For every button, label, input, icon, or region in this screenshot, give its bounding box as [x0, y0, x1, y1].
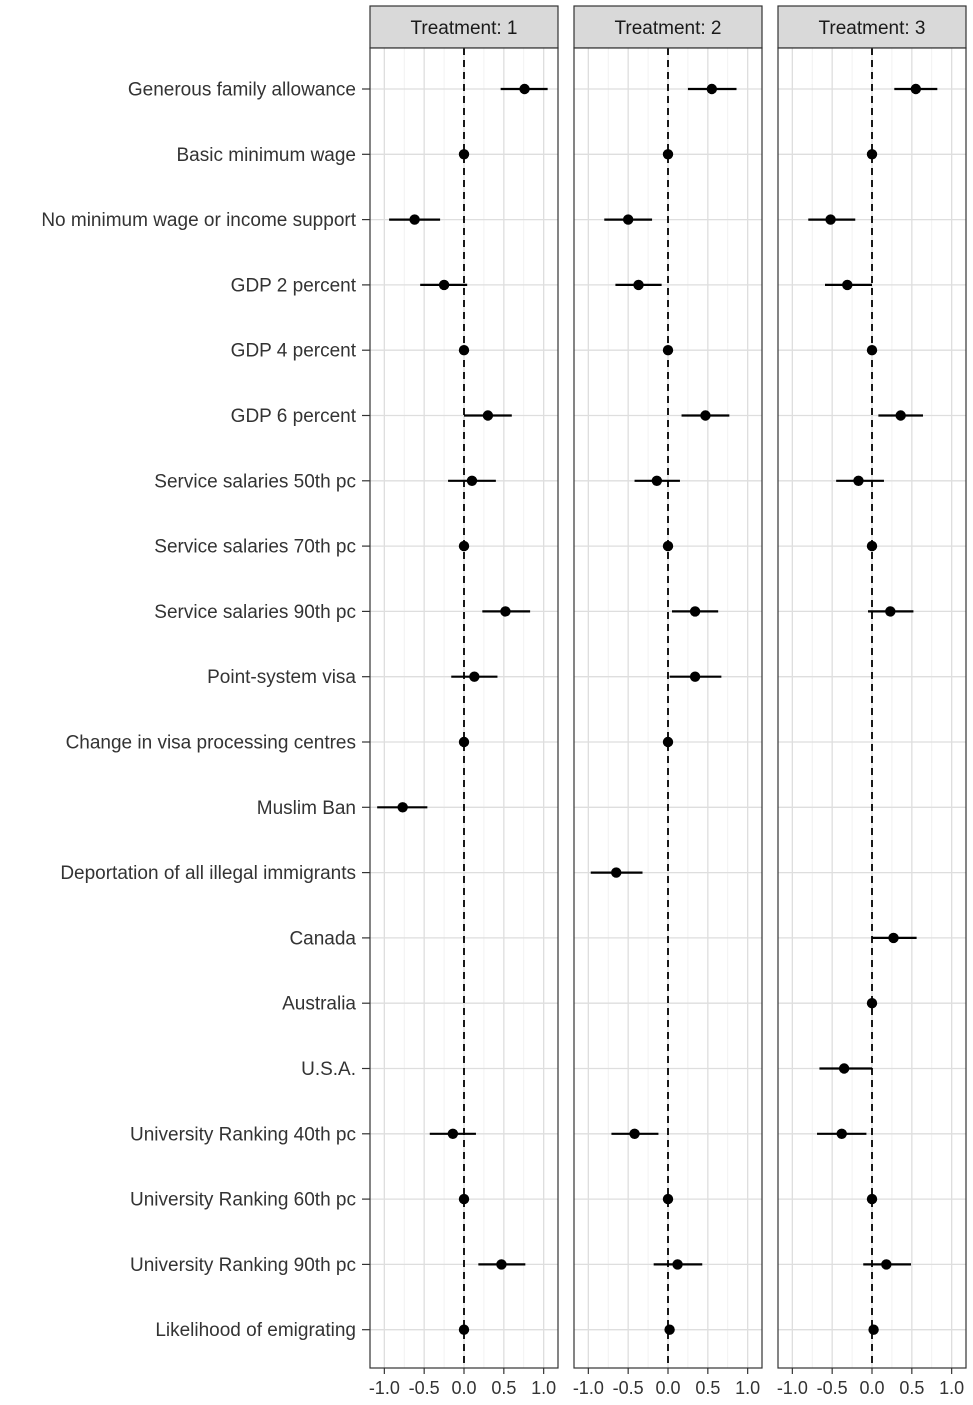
row-label: Service salaries 90th pc — [154, 602, 356, 623]
estimate-point — [910, 83, 922, 95]
facet-panel: Treatment: 2 -1.0 -0.5 0.0 0.5 1.0 — [573, 5, 763, 1398]
estimate-point — [662, 540, 674, 552]
row-label: Likelihood of emigrating — [155, 1320, 356, 1341]
estimate-point — [689, 606, 701, 617]
row-label: Point-system visa — [207, 667, 356, 688]
x-tick-label: 1.0 — [939, 1378, 964, 1398]
x-tick-label: -1.0 — [573, 1378, 604, 1398]
row-label: Canada — [289, 928, 356, 949]
row-label: University Ranking 40th pc — [130, 1124, 356, 1145]
x-tick-label: -0.5 — [613, 1378, 644, 1398]
estimate-point — [482, 410, 494, 421]
row-labels: Generous family allowance Basic minimum w… — [41, 80, 370, 1341]
estimate-point — [629, 1128, 640, 1140]
estimate-point — [825, 214, 836, 225]
estimate-point — [895, 410, 906, 421]
row-label: U.S.A. — [301, 1059, 356, 1080]
row-label: No minimum wage or income support — [41, 210, 356, 231]
x-tick-label: 0.0 — [451, 1378, 476, 1398]
estimate-point — [496, 1259, 507, 1270]
estimate-point — [458, 1324, 470, 1335]
estimate-point — [466, 475, 478, 486]
estimate-point — [700, 410, 711, 421]
x-tick-label: -1.0 — [777, 1378, 808, 1398]
x-tick-label: 0.5 — [695, 1378, 720, 1398]
strip-background — [573, 5, 763, 49]
row-label: Service salaries 70th pc — [154, 537, 356, 558]
facet-panel: Treatment: 1 -1.0 -0.5 0.0 0.5 1.0 — [369, 5, 559, 1398]
estimate-point — [651, 475, 663, 486]
estimate-point — [866, 998, 878, 1009]
estimate-point — [447, 1128, 459, 1140]
x-tick-label: 0.0 — [655, 1378, 680, 1398]
row-label: GDP 4 percent — [231, 341, 357, 362]
estimate-point — [458, 149, 470, 160]
x-tick-label: 1.0 — [735, 1378, 760, 1398]
estimate-point — [500, 606, 511, 617]
estimate-point — [662, 149, 674, 160]
row-label: Australia — [282, 994, 356, 1015]
estimate-point — [888, 932, 899, 944]
estimate-point — [611, 867, 622, 878]
row-label: Muslim Ban — [257, 798, 356, 819]
strip-label: Treatment: 1 — [410, 18, 517, 39]
x-tick-label: 0.5 — [491, 1378, 516, 1398]
estimate-point — [866, 345, 878, 356]
facet-panel: Treatment: 3 -1.0 -0.5 0.0 0.5 1.0 — [777, 5, 967, 1398]
x-tick-label: 0.0 — [859, 1378, 884, 1398]
estimate-point — [409, 214, 420, 225]
estimate-point — [689, 671, 701, 682]
x-tick-label: 1.0 — [531, 1378, 556, 1398]
estimate-point — [885, 606, 896, 617]
strip-background — [369, 5, 559, 49]
x-tick-label: -1.0 — [369, 1378, 400, 1398]
row-label: Generous family allowance — [128, 80, 356, 101]
estimate-point — [438, 279, 450, 291]
estimate-point — [866, 149, 878, 160]
estimate-point — [836, 1128, 847, 1140]
row-label: GDP 6 percent — [231, 406, 357, 427]
estimate-point — [866, 540, 878, 552]
row-label: Change in visa processing centres — [66, 733, 356, 754]
x-tick-label: -0.5 — [409, 1378, 440, 1398]
x-tick-label: 0.5 — [899, 1378, 924, 1398]
estimate-point — [469, 671, 480, 682]
estimate-point — [838, 1063, 850, 1074]
row-label: Service salaries 50th pc — [154, 471, 356, 492]
strip-label: Treatment: 2 — [614, 18, 721, 39]
estimate-point — [662, 1193, 674, 1205]
estimate-point — [458, 540, 470, 552]
estimate-point — [458, 736, 470, 748]
x-tick-label: -0.5 — [817, 1378, 848, 1398]
row-label: University Ranking 90th pc — [130, 1255, 356, 1276]
row-label: Basic minimum wage — [177, 145, 357, 166]
estimate-point — [458, 345, 470, 356]
strip-label: Treatment: 3 — [818, 18, 925, 39]
estimate-point — [664, 1324, 675, 1335]
strip-background — [777, 5, 967, 49]
row-label: Deportation of all illegal immigrants — [60, 863, 356, 884]
estimate-point — [672, 1259, 683, 1270]
estimate-point — [622, 214, 634, 225]
estimate-point — [519, 83, 530, 95]
estimate-point — [662, 736, 674, 748]
estimate-point — [633, 279, 644, 291]
row-label: University Ranking 60th pc — [130, 1190, 356, 1211]
estimate-point — [842, 279, 853, 291]
estimate-point — [866, 1193, 878, 1205]
facet-panels: Treatment: 1-1.0 -0.5 0.0 0.5 1.0Treatment: … — [369, 5, 967, 1398]
estimate-point — [853, 475, 864, 486]
estimate-point — [706, 83, 718, 95]
estimate-point — [868, 1324, 879, 1335]
estimate-point — [397, 802, 408, 813]
estimate-point — [881, 1259, 892, 1270]
estimate-point — [458, 1193, 470, 1205]
estimate-point — [662, 345, 674, 356]
row-label: GDP 2 percent — [231, 275, 357, 296]
